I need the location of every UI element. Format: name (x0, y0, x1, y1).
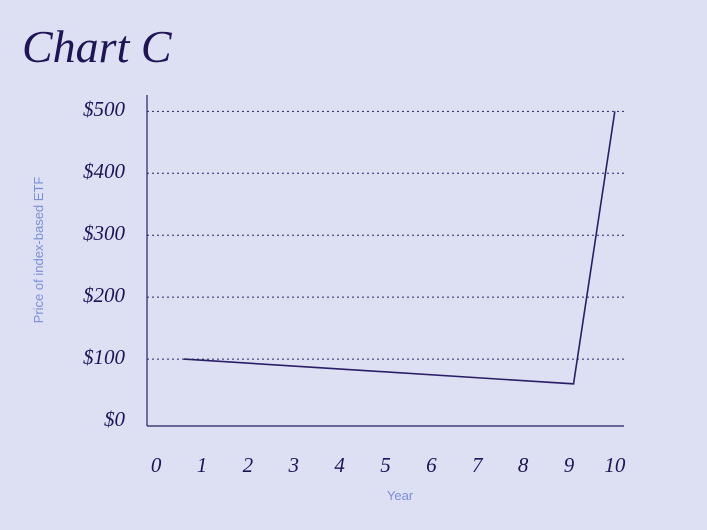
x-tick-label: 0 (151, 453, 162, 477)
x-tick-label: 9 (564, 453, 575, 477)
y-tick-label: $400 (83, 159, 126, 183)
data-line (183, 111, 616, 385)
x-axis-label: Year (387, 488, 414, 503)
x-tick-label: 4 (334, 453, 345, 477)
chart-title: Chart C (22, 21, 173, 72)
x-tick-label: 5 (380, 453, 391, 477)
y-tick-label: $100 (83, 345, 126, 369)
y-tick-label: $0 (104, 407, 126, 431)
x-tick-label: 1 (197, 453, 208, 477)
y-tick-label: $300 (83, 221, 126, 245)
x-tick-label: 10 (604, 453, 626, 477)
x-tick-label: 6 (426, 453, 437, 477)
y-axis-label: Price of index-based ETF (31, 177, 46, 324)
x-tick-label: 2 (243, 453, 254, 477)
x-tick-label: 3 (288, 453, 300, 477)
y-tick-label: $500 (83, 97, 126, 121)
x-tick-label: 7 (472, 453, 484, 477)
x-tick-label: 8 (518, 453, 529, 477)
y-tick-label: $200 (83, 283, 126, 307)
